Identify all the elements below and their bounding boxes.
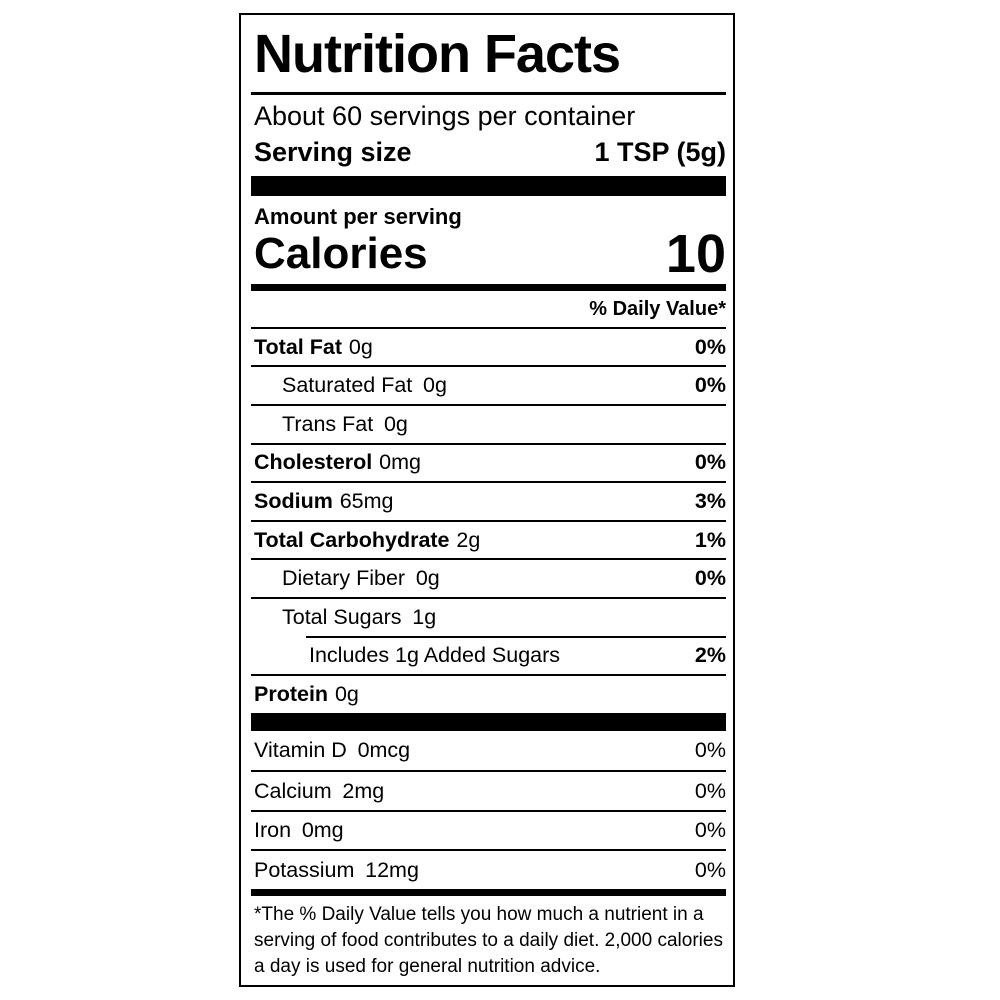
servings-per-container: About 60 servings per container [254,100,636,131]
nutrient-dv: 3% [694,489,726,514]
vitamin-dv: 0% [694,857,726,882]
nutrient-row-sodium: Sodium 65mg 3% [251,481,726,520]
nutrient-row-cholesterol: Cholesterol 0mg 0% [251,442,726,482]
daily-value-footnote: *The % Daily Value tells you how much a … [251,896,726,980]
title-divider [251,92,726,95]
nutrient-row-added-sugars: Includes 1g Added Sugars 2% [306,638,726,675]
nutrient-row-protein: Protein 0g [251,674,726,713]
medium-separator-bar [251,888,726,896]
serving-size-value: 1 TSP (5g) [594,136,726,167]
vitamin-name: Calcium [254,778,332,803]
calories-row: Calories 10 [251,223,726,284]
serving-size-row: Serving size 1 TSP (5g) [251,134,726,170]
nutrient-dv: 0% [694,373,726,398]
vitamin-name: Iron [254,818,292,843]
nutrient-amount: 0g [423,373,447,398]
vitamin-amount: 2mg [342,778,385,803]
nutrient-row-total-fat: Total Fat 0g 0% [251,326,726,366]
nutrient-name: Sodium [254,489,333,514]
vitamin-row-iron: Iron 0mg 0% [251,809,726,850]
vitamin-row-potassium: Potassium 12mg 0% [251,849,726,889]
footnote-line: serving of food contributes to a daily d… [254,929,723,951]
nutrient-dv: 0% [694,566,726,591]
vitamin-dv: 0% [694,778,726,803]
nutrient-row-trans-fat: Trans Fat 0g [251,404,726,443]
nutrient-dv: 0% [694,334,726,359]
nutrient-dv: 0% [694,450,726,475]
nutrient-amount: 65mg [339,489,394,514]
nutrient-name: Includes 1g Added Sugars [309,643,561,668]
nutrient-row-total-carbohydrate: Total Carbohydrate 2g 1% [251,519,726,559]
vitamin-row-vitamin-d: Vitamin D 0mcg 0% [251,731,726,771]
nutrition-facts-label: Nutrition Facts About 60 servings per co… [239,13,735,987]
nutrient-name: Dietary Fiber [282,566,406,591]
vitamin-amount: 0mcg [357,738,411,763]
vitamin-name: Potassium [254,857,355,882]
daily-value-header: % Daily Value* [589,297,726,320]
calories-label: Calories [254,228,428,278]
nutrient-name: Total Fat [254,334,342,359]
serving-size-label: Serving size [254,136,412,167]
footnote-line: a day is used for general nutrition advi… [254,955,601,977]
nutrient-amount: 0g [334,682,359,706]
calories-value: 10 [665,223,726,284]
vitamin-amount: 12mg [365,857,419,882]
nutrient-name: Total Sugars [282,604,402,629]
label-title: Nutrition Facts [254,24,621,84]
thick-separator-bar [251,712,726,731]
nutrient-amount: 1g [412,604,437,629]
nutrient-name: Trans Fat [282,411,374,436]
nutrient-amount: 0mg [379,450,421,475]
vitamin-amount: 0mg [301,818,344,843]
footnote-line: *The % Daily Value tells you how much a … [254,903,704,925]
nutrient-name: Total Carbohydrate [254,527,450,552]
nutrient-name: Saturated Fat [282,373,413,398]
nutrient-amount: 0g [415,566,440,591]
nutrient-amount: 0g [383,411,408,436]
nutrient-name: Cholesterol [254,450,373,475]
added-sugars-indent-wrap: Includes 1g Added Sugars 2% [306,635,726,675]
nutrient-dv: 2% [694,643,726,668]
amount-per-serving-label: Amount per serving [254,203,462,229]
vitamin-dv: 0% [694,738,726,763]
nutrient-amount: 2g [456,527,481,552]
vitamin-dv: 0% [694,818,726,843]
nutrient-row-dietary-fiber: Dietary Fiber 0g 0% [251,558,726,597]
nutrient-row-total-sugars: Total Sugars 1g [251,597,726,636]
nutrient-name: Protein [254,682,329,706]
thick-separator-bar [251,175,726,196]
nutrient-row-saturated-fat: Saturated Fat 0g 0% [251,365,726,404]
nutrient-amount: 0g [348,334,373,359]
nutrient-dv: 1% [694,527,726,552]
medium-separator-bar [251,283,726,291]
vitamin-name: Vitamin D [254,738,347,763]
vitamin-row-calcium: Calcium 2mg 0% [251,770,726,810]
